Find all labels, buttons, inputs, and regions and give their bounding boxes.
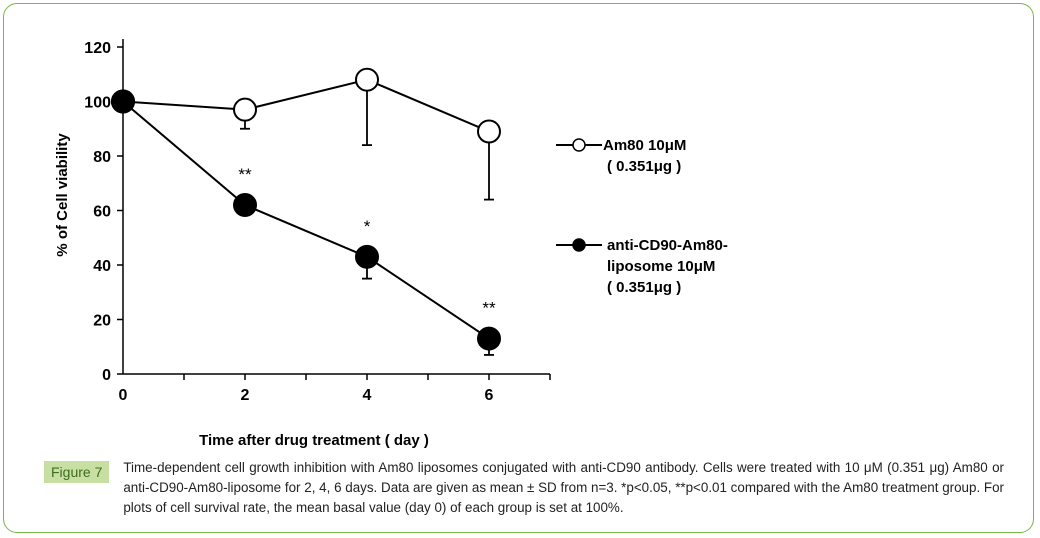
x-tick-label: 6 <box>485 387 494 404</box>
y-tick-label: 0 <box>102 367 111 384</box>
figure-label: Figure 7 <box>44 461 110 483</box>
legend-label: liposome 10μM <box>607 258 715 275</box>
significance-label: * <box>364 217 371 236</box>
significance-label: ** <box>238 165 252 184</box>
y-tick-label: 100 <box>84 95 111 112</box>
data-point <box>355 244 379 269</box>
y-tick-label: 20 <box>93 313 111 330</box>
legend-marker <box>572 238 586 252</box>
series-line <box>122 100 490 340</box>
y-axis-title: % of Cell viability <box>54 133 71 257</box>
cell-viability-chart: 0 20 40 60 80 100 120 0 2 4 6 Time after drug treat… <box>54 39 728 449</box>
figure-caption: Time-dependent cell growth inhibition wi… <box>123 460 1004 515</box>
figure-caption-block: Figure 7 Time-dependent cell growth inhi… <box>44 458 1004 518</box>
data-point <box>477 326 501 351</box>
y-tick-label: 120 <box>84 40 111 57</box>
legend-marker <box>572 138 586 152</box>
legend-label: ( 0.351μg ) <box>607 279 681 296</box>
x-tick-label: 2 <box>241 387 250 404</box>
data-point <box>233 193 257 218</box>
figure-frame <box>3 3 1034 533</box>
significance-label: ** <box>482 299 496 318</box>
x-axis-title: Time after drug treatment ( day ) <box>199 432 429 449</box>
y-tick-label: 40 <box>93 258 111 275</box>
x-tick-label: 0 <box>119 387 128 404</box>
data-point <box>233 97 257 122</box>
series-line <box>122 78 490 133</box>
legend-label: anti-CD90-Am80- <box>607 237 728 254</box>
data-point <box>355 67 379 92</box>
y-tick-label: 60 <box>93 204 111 221</box>
x-tick-label: 4 <box>363 387 372 404</box>
y-tick-label: 80 <box>93 149 111 166</box>
legend-label: ( 0.351μg ) <box>607 158 681 175</box>
data-point <box>111 89 135 114</box>
data-point <box>477 119 501 144</box>
legend-label: Am80 10μM <box>603 137 686 154</box>
